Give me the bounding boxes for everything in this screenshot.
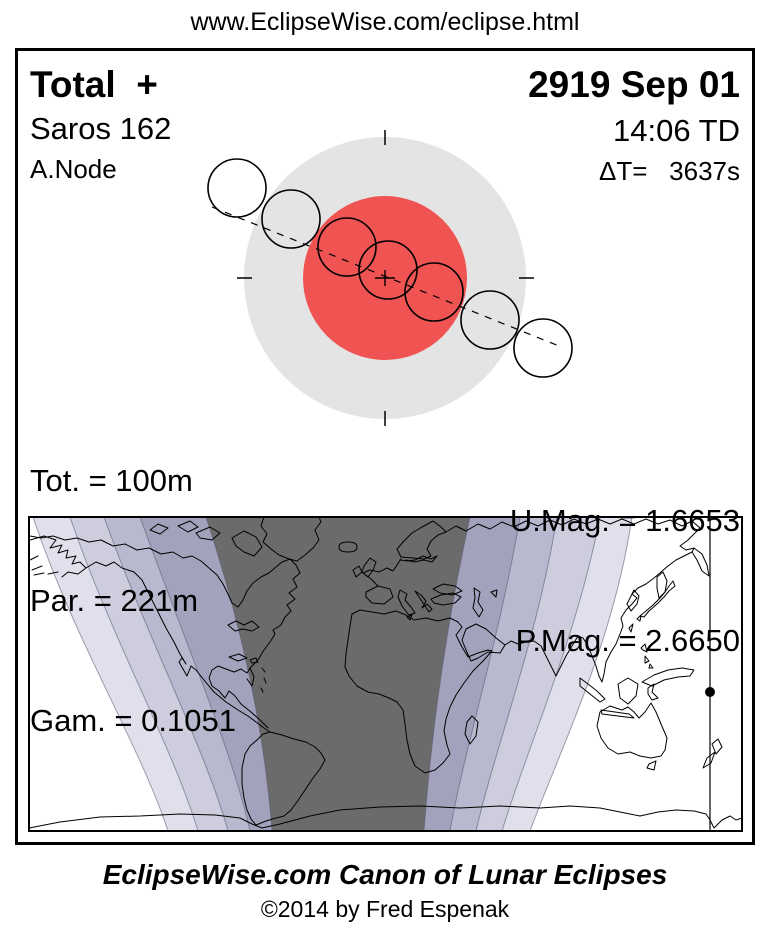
visibility-map: [29, 517, 742, 831]
eclipse-data-panel: Total + 2919 Sep 01 Saros 162 14:06 TD A…: [15, 48, 755, 845]
shadow-edge-ticks: [237, 130, 534, 426]
node-label: A.Node: [30, 154, 117, 184]
ecliptic-dashed-line: [211, 206, 560, 347]
coast-taiwan: [628, 623, 634, 633]
great-lakes: [227, 620, 260, 632]
duration-stats: Tot. = 100m Par. = 221m Gam. = 0.1051: [30, 381, 236, 821]
coast-korea: [626, 589, 640, 612]
coast-italy-greece: [397, 589, 433, 621]
coast-greenland: [260, 517, 322, 562]
coast-philippines: [640, 643, 654, 669]
coast-new-guinea: [641, 667, 695, 687]
canon-title: EclipseWise.com Canon of Lunar Eclipses: [102, 859, 668, 890]
map-border: [28, 516, 743, 832]
coast-north-america-east: [29, 535, 301, 729]
moon-circle-U3: [404, 262, 464, 322]
coast-australia: [596, 702, 668, 771]
coast-siberia-north: [445, 518, 701, 551]
penumbral-magnitude: P.Mag. = 2.6650: [515, 623, 740, 658]
caspian-aral: [472, 587, 498, 618]
saros-series-label: Saros 162: [30, 111, 172, 146]
shadow-center-cross: [375, 270, 395, 286]
coast-south-america: [241, 731, 326, 826]
caribbean-islands: [228, 653, 267, 693]
coast-turkey: [430, 592, 462, 606]
shadow-diagram: [207, 130, 573, 426]
coast-north-america-west: [29, 535, 271, 733]
coast-sulawesi: [647, 683, 659, 701]
aleutian-marks: [29, 555, 59, 576]
coast-madagascar: [464, 715, 479, 745]
coast-japan: [636, 580, 676, 622]
eclipse-type-label: Total +: [30, 64, 158, 105]
moon-circle-U2: [317, 217, 377, 277]
totality-duration: Tot. = 100m: [30, 463, 193, 498]
coast-java: [600, 709, 635, 719]
delta-t-value: ΔT= 3637s: [599, 156, 740, 186]
coast-east-asia: [504, 551, 693, 683]
coast-scandinavia: [396, 520, 447, 560]
visibility-bands: [32, 517, 633, 831]
coast-arabia: [461, 623, 506, 662]
coast-new-zealand: [702, 738, 723, 769]
coast-sumatra: [579, 677, 606, 703]
moon-circle-greatest-eclipse: [358, 240, 418, 300]
moon-circle-P4: [513, 318, 573, 378]
coast-iceland: [338, 541, 358, 553]
moon-circle-U4: [460, 290, 520, 350]
url-header: www.EclipseWise.com/eclipse.html: [190, 8, 580, 36]
black-sea: [432, 583, 463, 596]
coast-borneo: [617, 677, 639, 705]
eclipse-date: 2919 Sep 01: [528, 64, 740, 105]
arctic-islands: [149, 520, 263, 557]
sublunar-point-dot: [705, 687, 715, 697]
magnitude-stats: U.Mag. = 1.6653 P.Mag. = 2.6650: [510, 421, 740, 741]
coast-british-isles: [352, 557, 377, 578]
moon-circle-P1: [207, 158, 267, 218]
moon-circle-U1: [261, 189, 321, 249]
moon-contact-circles: [207, 158, 573, 378]
coast-africa: [344, 609, 493, 774]
greatest-eclipse-time: 14:06 TD: [613, 113, 740, 148]
gamma-value: Gam. = 0.1051: [30, 703, 236, 738]
coastlines: [29, 517, 742, 829]
partial-duration: Par. = 221m: [30, 583, 199, 618]
coast-kamchatka: [691, 547, 710, 577]
copyright-line: ©2014 by Fred Espenak: [260, 896, 510, 922]
umbral-magnitude: U.Mag. = 1.6653: [509, 503, 740, 538]
